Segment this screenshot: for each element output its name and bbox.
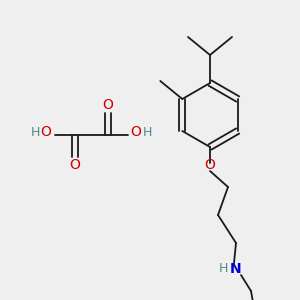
Text: O: O (40, 125, 51, 139)
Text: O: O (130, 125, 141, 139)
Text: N: N (230, 262, 242, 276)
Text: O: O (103, 98, 113, 112)
Text: O: O (70, 158, 80, 172)
Text: H: H (30, 125, 40, 139)
Text: H: H (142, 125, 152, 139)
Text: O: O (205, 158, 215, 172)
Text: H: H (218, 262, 228, 275)
